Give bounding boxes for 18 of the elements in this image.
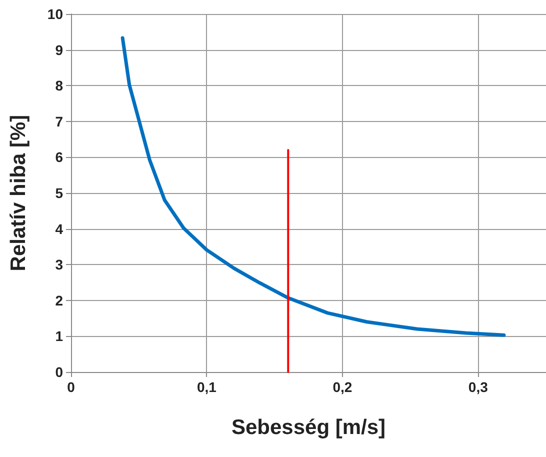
y-tick-label: 0 — [55, 364, 64, 380]
line-series — [120, 36, 506, 337]
x-axis-title: Sebesség [m/s] — [231, 416, 386, 439]
y-tick-label: 3 — [55, 256, 64, 273]
y-tick-label: 2 — [55, 292, 64, 308]
y-axis-title: Relatív hiba [%] — [7, 114, 30, 272]
y-tick-label: 5 — [55, 185, 64, 201]
x-tick-label: 0,1 — [196, 379, 217, 395]
y-tick-label: 9 — [55, 42, 64, 58]
x-tick-label: 0,2 — [332, 379, 352, 395]
y-tick-label: 1 — [55, 328, 64, 344]
x-tick-label: 0,3 — [468, 379, 488, 395]
y-tick-label: 4 — [55, 220, 64, 237]
x-tick-label: 0 — [67, 379, 76, 395]
y-tick-label: 10 — [47, 6, 64, 22]
y-tick-label: 6 — [55, 149, 64, 166]
y-tick-label: 8 — [55, 78, 64, 94]
y-tick-label: 7 — [55, 113, 64, 130]
